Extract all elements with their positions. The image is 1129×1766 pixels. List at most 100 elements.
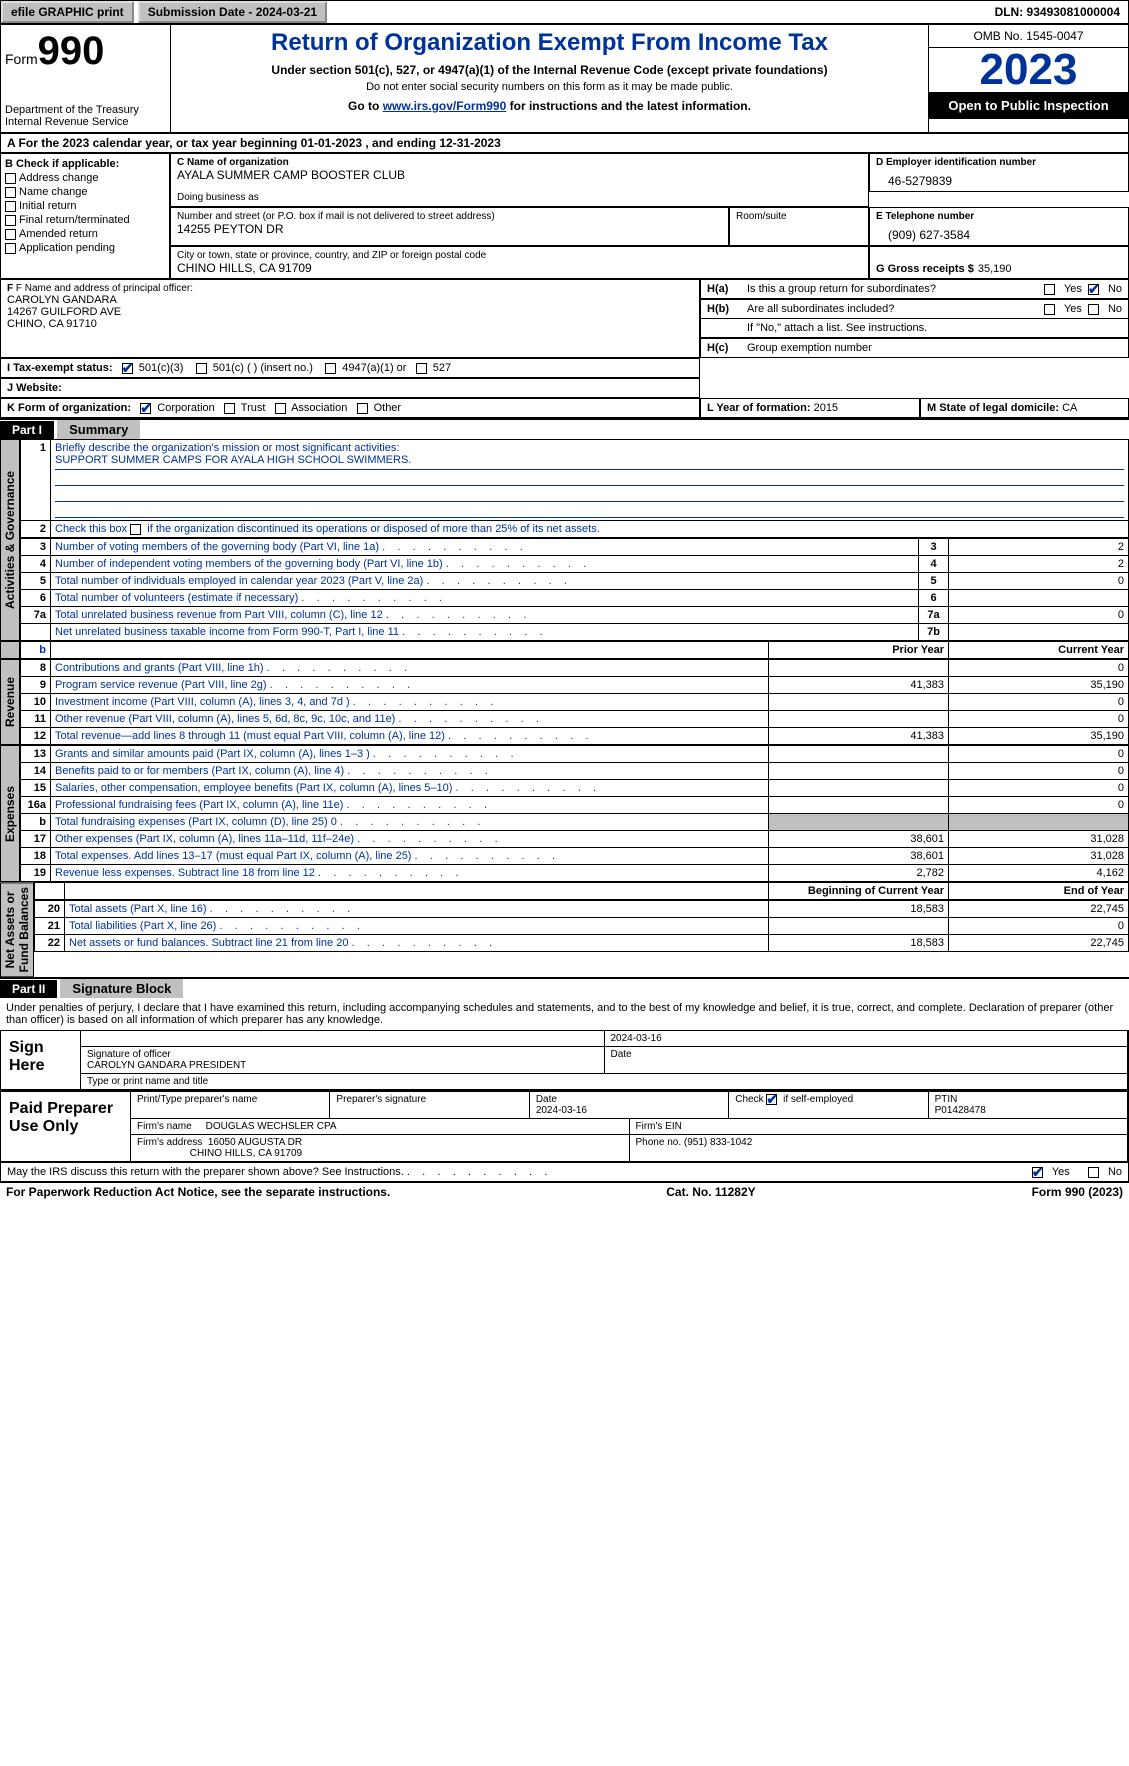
summary-row: 16a Professional fundraising fees (Part …: [21, 797, 1129, 814]
b-header: B Check if applicable:: [5, 158, 165, 170]
hb-label: H(b): [707, 303, 747, 315]
ha-text: Is this a group return for subordinates?: [747, 283, 1044, 295]
hdr-end: End of Year: [949, 883, 1129, 900]
submission-date: Submission Date - 2024-03-21: [138, 1, 327, 23]
i-label: I Tax-exempt status:: [7, 362, 113, 374]
chk-amended[interactable]: [5, 229, 16, 240]
subtitle-1: Under section 501(c), 527, or 4947(a)(1)…: [175, 63, 924, 77]
chk-501c[interactable]: [196, 363, 207, 374]
sig-officer-label: Signature of officer: [87, 1049, 598, 1060]
ptin-label: PTIN: [935, 1094, 1121, 1105]
goto-pre: Go to: [348, 99, 383, 113]
hc-text: Group exemption number: [747, 342, 1122, 354]
summary-row: 14 Benefits paid to or for members (Part…: [21, 763, 1129, 780]
discuss-no[interactable]: [1088, 1167, 1099, 1178]
subtitle-2: Do not enter social security numbers on …: [175, 81, 924, 93]
hb-no[interactable]: [1088, 304, 1099, 315]
summary-row: 3 Number of voting members of the govern…: [21, 539, 1129, 556]
chk-other[interactable]: [357, 403, 368, 414]
chk-4947[interactable]: [325, 363, 336, 374]
summary-row: 17 Other expenses (Part IX, column (A), …: [21, 831, 1129, 848]
col-b-checkboxes: B Check if applicable: Address change Na…: [0, 153, 170, 279]
year-formation: 2015: [814, 402, 838, 414]
summary-row: 11 Other revenue (Part VIII, column (A),…: [21, 711, 1129, 728]
sign-date: 2024-03-16: [605, 1031, 1129, 1046]
summary-row: 5 Total number of individuals employed i…: [21, 573, 1129, 590]
chk-527[interactable]: [416, 363, 427, 374]
firm-name: DOUGLAS WECHSLER CPA: [206, 1121, 337, 1132]
side-b: [0, 641, 20, 659]
side-netassets: Net Assets or Fund Balances: [0, 882, 34, 977]
open-inspection: Open to Public Inspection: [929, 92, 1128, 119]
state-domicile: CA: [1062, 402, 1077, 414]
row-a-period: A For the 2023 calendar year, or tax yea…: [0, 133, 1129, 153]
summary-row: 12 Total revenue—add lines 8 through 11 …: [21, 728, 1129, 745]
summary-row: 8 Contributions and grants (Part VIII, l…: [21, 660, 1129, 677]
discuss-yes[interactable]: [1032, 1167, 1043, 1178]
ha-yes[interactable]: [1044, 284, 1055, 295]
hb-yes[interactable]: [1044, 304, 1055, 315]
phone: (909) 627-3584: [876, 222, 1122, 242]
c-name-label: C Name of organization: [177, 157, 862, 168]
d-ein-label: D Employer identification number: [876, 157, 1122, 168]
firm-phone-label: Phone no.: [636, 1137, 682, 1148]
summary-row: 22 Net assets or fund balances. Subtract…: [35, 935, 1129, 952]
k-label: K Form of organization:: [7, 402, 131, 414]
chk-assoc[interactable]: [275, 403, 286, 414]
dba-label: Doing business as: [177, 192, 862, 203]
g-gross-label: G Gross receipts $: [876, 263, 974, 275]
sig-officer-name: CAROLYN GANDARA PRESIDENT: [87, 1060, 598, 1071]
discuss-text: May the IRS discuss this return with the…: [7, 1166, 1032, 1178]
hdr-beg: Beginning of Current Year: [769, 883, 949, 900]
chk-final-return[interactable]: [5, 215, 16, 226]
summary-row: 15 Salaries, other compensation, employe…: [21, 780, 1129, 797]
summary-row: 6 Total number of volunteers (estimate i…: [21, 590, 1129, 607]
officer-name: CAROLYN GANDARA: [7, 294, 693, 306]
dept-treasury: Department of the Treasury Internal Reve…: [5, 104, 166, 128]
chk-corp[interactable]: [140, 403, 151, 414]
summary-row: 20 Total assets (Part X, line 16) 18,583…: [35, 901, 1129, 918]
hdr-prior: Prior Year: [769, 642, 949, 659]
chk-501c3[interactable]: [122, 363, 133, 374]
chk-name-change[interactable]: [5, 187, 16, 198]
summary-row: b Total fundraising expenses (Part IX, c…: [21, 814, 1129, 831]
summary-row: 19 Revenue less expenses. Subtract line …: [21, 865, 1129, 882]
pdate: 2024-03-16: [536, 1105, 722, 1116]
sign-here: Sign Here: [1, 1031, 81, 1089]
summary-row: 10 Investment income (Part VIII, column …: [21, 694, 1129, 711]
ptin: P01428478: [935, 1105, 1121, 1116]
form-title: Return of Organization Exempt From Incom…: [175, 29, 924, 57]
chk-trust[interactable]: [224, 403, 235, 414]
psig-label: Preparer's signature: [330, 1092, 529, 1118]
side-ag: Activities & Governance: [0, 439, 20, 641]
summary-row: 13 Grants and similar amounts paid (Part…: [21, 746, 1129, 763]
chk-self-employed[interactable]: [766, 1094, 777, 1105]
officer-addr2: CHINO, CA 91710: [7, 318, 693, 330]
pdate-label: Date: [536, 1094, 722, 1105]
date-label: Date: [605, 1047, 1129, 1073]
firm-addr1: 16050 AUGUSTA DR: [208, 1137, 302, 1148]
irs-link[interactable]: www.irs.gov/Form990: [383, 99, 507, 113]
chk-initial-return[interactable]: [5, 201, 16, 212]
chk-address-change[interactable]: [5, 173, 16, 184]
summary-row: 21 Total liabilities (Part X, line 26) 0: [35, 918, 1129, 935]
summary-row: 9 Program service revenue (Part VIII, li…: [21, 677, 1129, 694]
form-header: Form990 Department of the Treasury Inter…: [0, 24, 1129, 133]
paid-preparer-label: Paid Preparer Use Only: [1, 1092, 131, 1161]
efile-print-button[interactable]: efile GRAPHIC print: [1, 1, 134, 23]
j-label: J Website:: [7, 382, 62, 394]
part1-badge: Part I: [0, 421, 54, 439]
goto-post: for instructions and the latest informat…: [506, 99, 751, 113]
form-label: Form: [5, 51, 38, 67]
tax-year: 2023: [929, 48, 1128, 92]
chk-app-pending[interactable]: [5, 243, 16, 254]
hb-note: If "No," attach a list. See instructions…: [747, 322, 1122, 334]
officer-addr1: 14267 GUILFORD AVE: [7, 306, 693, 318]
pname-label: Print/Type preparer's name: [131, 1092, 330, 1118]
ein: 46-5279839: [876, 168, 1122, 188]
l-label: L Year of formation:: [707, 402, 811, 414]
ha-no[interactable]: [1088, 284, 1099, 295]
chk-discontinued[interactable]: [130, 524, 141, 535]
e-phone-label: E Telephone number: [876, 211, 1122, 222]
firm-phone: (951) 833-1042: [684, 1137, 752, 1148]
